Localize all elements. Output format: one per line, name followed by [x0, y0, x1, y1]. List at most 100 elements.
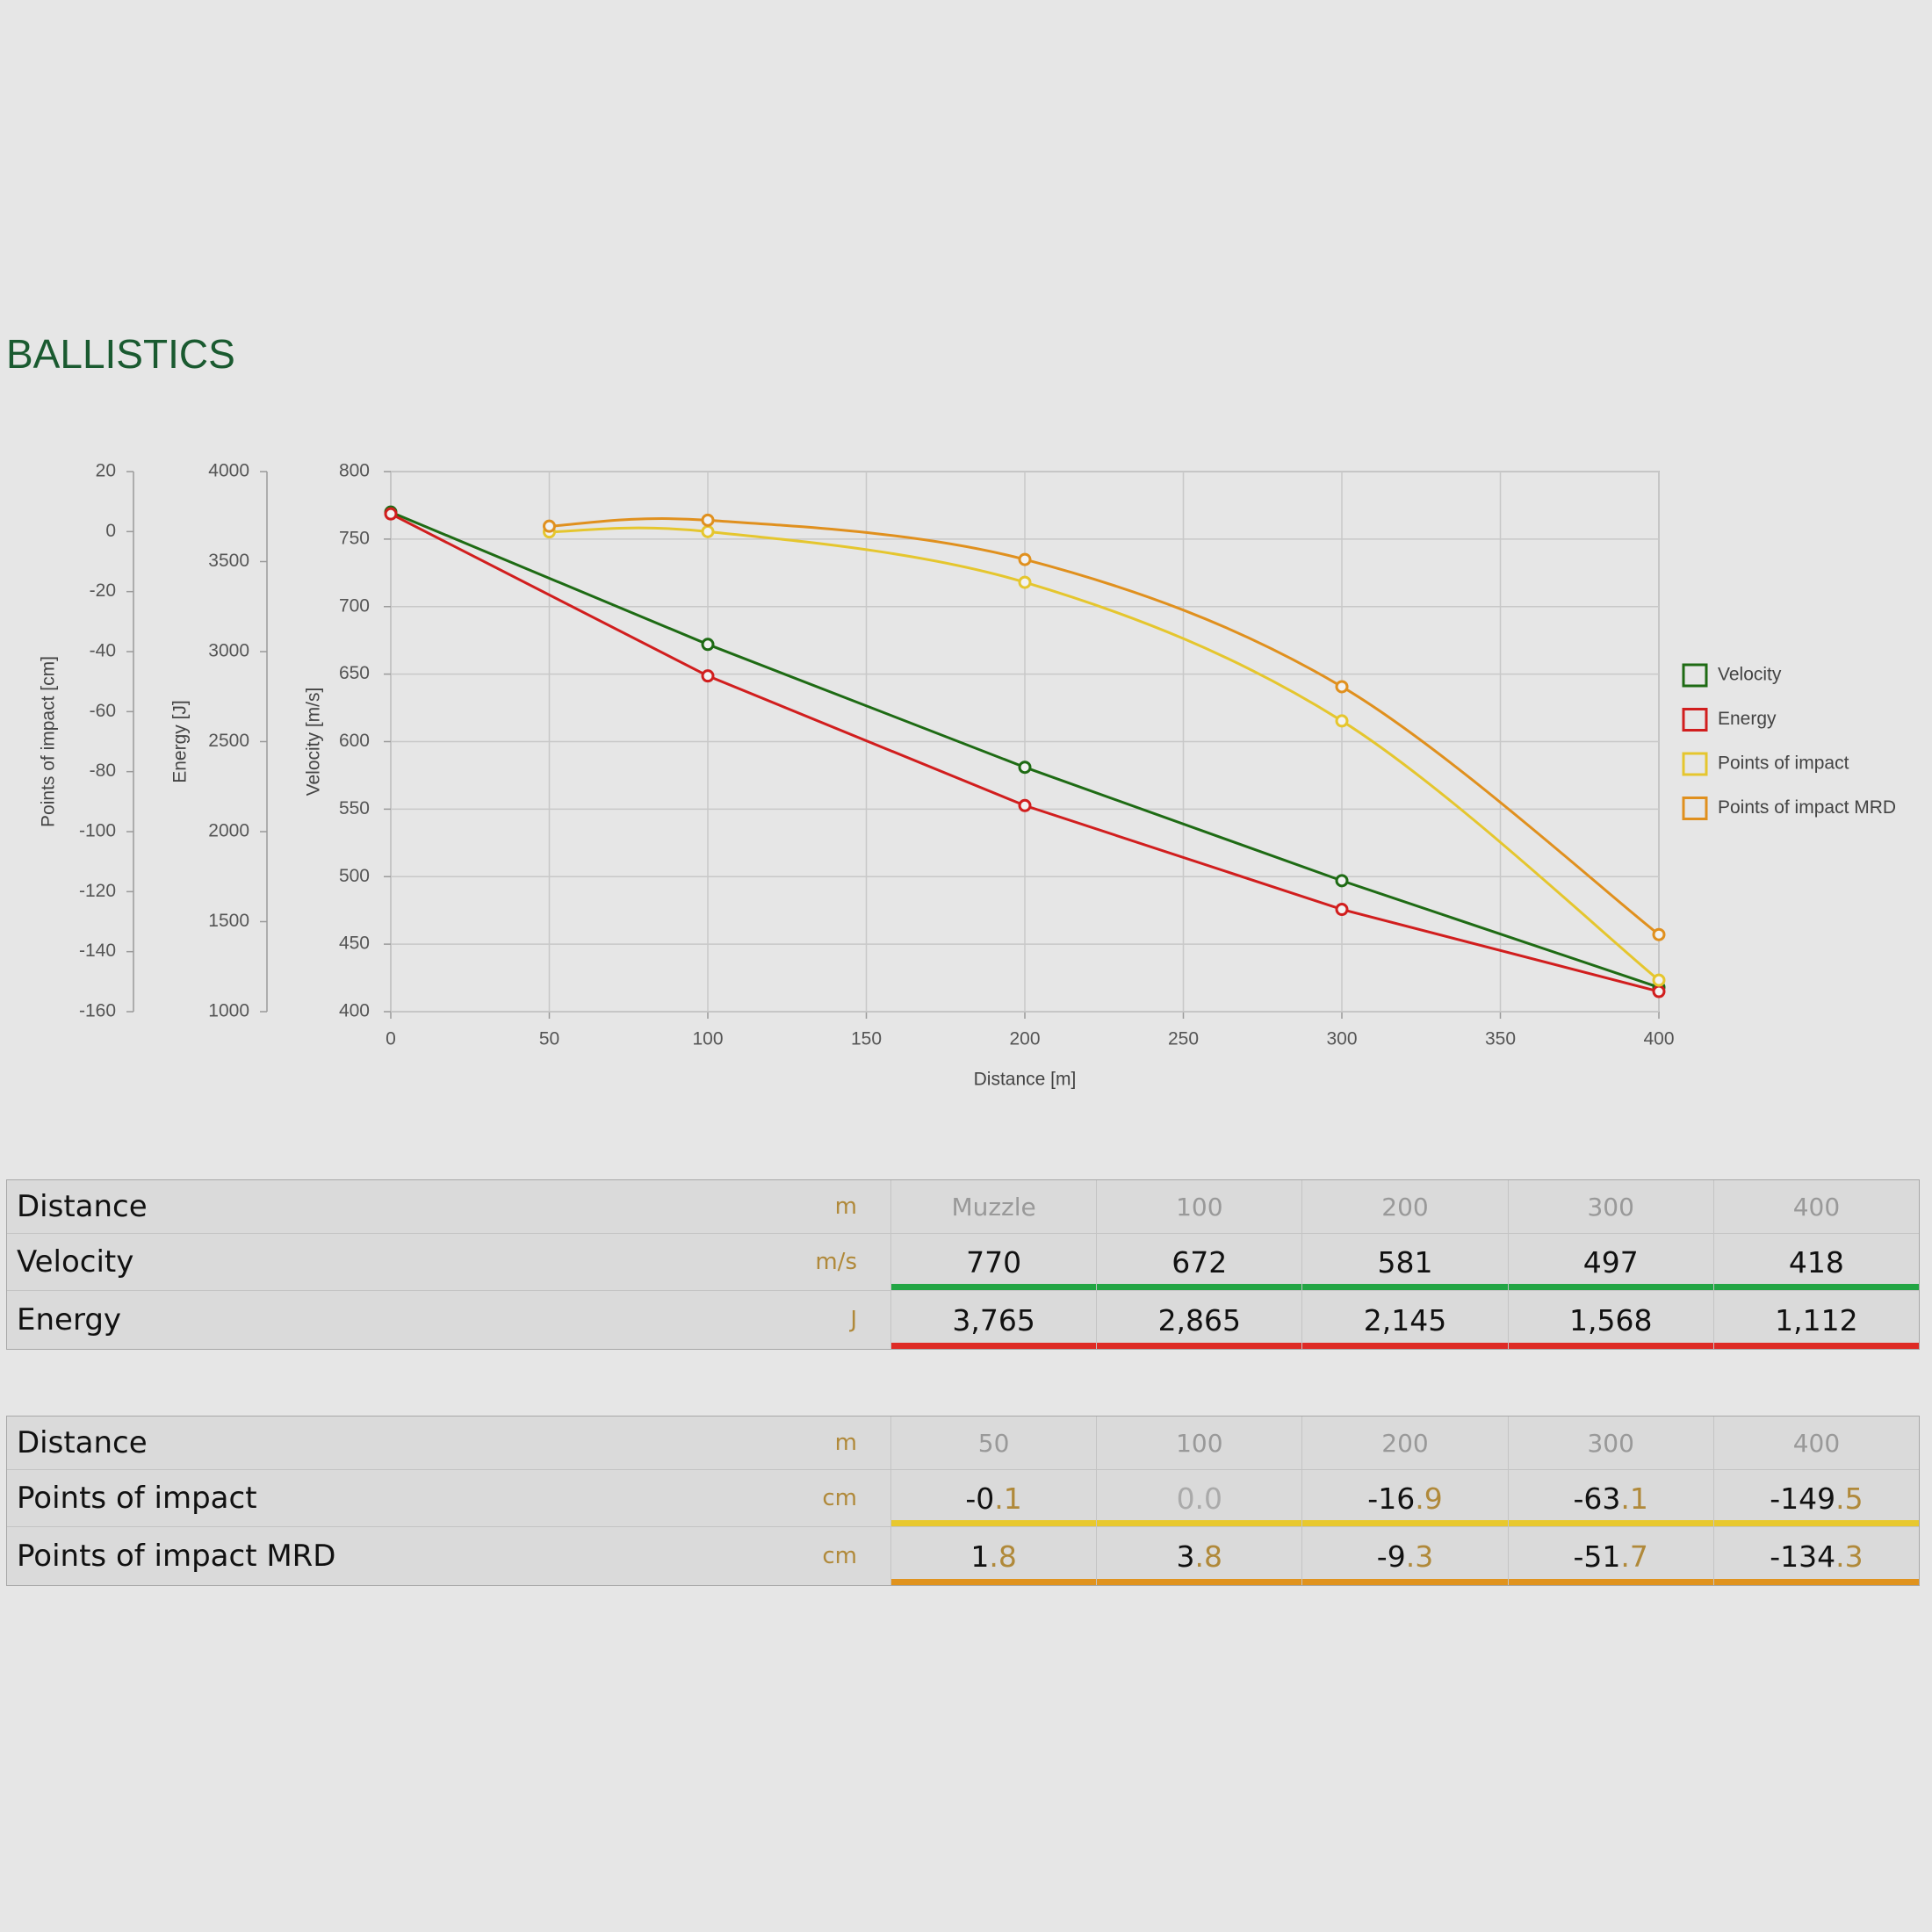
- cell-value: 200: [1381, 1192, 1429, 1222]
- y-tick-label: 2000: [208, 821, 249, 841]
- y-tick-label: 2500: [208, 731, 249, 751]
- legend-label: Velocity: [1718, 665, 1782, 685]
- row-color-bar: [1713, 1579, 1920, 1585]
- row-label: Distance: [17, 1189, 148, 1224]
- row-label: Points of impact MRD: [17, 1539, 336, 1574]
- table-cell: -63.1: [1507, 1470, 1713, 1526]
- row-color-bar: [1302, 1520, 1508, 1526]
- y-tick-label: -40: [90, 641, 116, 661]
- y-axis-title: Points of impact [cm]: [39, 656, 59, 827]
- cell-value: 100: [1176, 1192, 1223, 1222]
- row-color-bar: [1097, 1520, 1302, 1526]
- cell-value: 2,865: [1157, 1302, 1242, 1337]
- data-point: [1652, 973, 1666, 987]
- cell-value: 3.8: [1176, 1539, 1223, 1574]
- table: Distance m 50 100 200 300 400 Points of impact c…: [6, 1416, 1920, 1586]
- cell-value: -149.5: [1770, 1481, 1864, 1516]
- y-tick-label: 600: [339, 731, 370, 751]
- cell-value: 0.0: [1176, 1481, 1223, 1516]
- data-point: [1018, 761, 1032, 775]
- data-point: [701, 638, 715, 652]
- y-tick-label: 700: [339, 595, 370, 616]
- row-color-bar: [1097, 1343, 1302, 1349]
- cell-value: -0.1: [965, 1481, 1022, 1516]
- row-color-bar: [1097, 1284, 1302, 1290]
- cell-value: 1,112: [1775, 1302, 1858, 1337]
- cell-value: 400: [1792, 1192, 1841, 1222]
- x-axis-title: Distance [m]: [974, 1070, 1077, 1090]
- y-axis-title: Energy [J]: [170, 700, 191, 783]
- row-color-bar: [1508, 1284, 1713, 1290]
- x-tick-label: 200: [1009, 1029, 1040, 1049]
- row-color-bar: [1302, 1343, 1508, 1349]
- row-color-bar: [891, 1579, 1097, 1585]
- table-cell: 581: [1301, 1234, 1508, 1290]
- table-cell: 770: [890, 1234, 1097, 1290]
- header-row: Distance m 50 100 200 300 400: [7, 1417, 1919, 1470]
- x-tick-label: 400: [1643, 1029, 1674, 1049]
- cell-value: -63.1: [1573, 1481, 1648, 1516]
- data-point: [1018, 798, 1032, 812]
- data-point: [543, 519, 556, 533]
- table-cell: -9.3: [1301, 1527, 1508, 1585]
- row-color-bar: [891, 1520, 1097, 1526]
- table-row: Points of impact MRD cm 1.8 3.8 -9.3 -51.7 -13…: [7, 1527, 1920, 1585]
- table-cell: 400: [1712, 1417, 1919, 1469]
- row-unit: m: [834, 1430, 857, 1456]
- y-tick-label: -20: [90, 580, 116, 601]
- legend-swatch: [1682, 752, 1708, 776]
- header-row: Distance m Muzzle 100 200 300 400: [7, 1180, 1919, 1234]
- table-cell: 2,865: [1096, 1291, 1302, 1349]
- row-color-bar: [1713, 1520, 1920, 1526]
- table-cell: 400: [1712, 1180, 1919, 1233]
- cell-value: 418: [1788, 1244, 1844, 1280]
- row-label-cell: Points of impact MRD cm: [7, 1527, 890, 1585]
- cell-value: 50: [977, 1428, 1010, 1458]
- table-cell: 0.0: [1096, 1470, 1302, 1526]
- y-tick-label: -60: [90, 701, 116, 721]
- cell-value: -9.3: [1376, 1539, 1434, 1574]
- data-point: [1652, 927, 1666, 941]
- cell-value: -51.7: [1573, 1539, 1648, 1574]
- cell-value: 2,145: [1363, 1302, 1447, 1337]
- y-tick-label: 750: [339, 528, 370, 548]
- cell-value: 497: [1582, 1244, 1639, 1280]
- row-label-cell: Points of impact cm: [7, 1470, 890, 1526]
- x-tick-label: 250: [1168, 1029, 1199, 1049]
- row-label: Distance: [17, 1425, 148, 1460]
- data-point: [1335, 903, 1349, 917]
- table-cell: 2,145: [1301, 1291, 1508, 1349]
- table-row: Energy J 3,765 2,865 2,145 1,568 1,112: [7, 1291, 1920, 1349]
- row-color-bar: [1302, 1579, 1508, 1585]
- row-color-bar: [1097, 1579, 1302, 1585]
- y-tick-label: 0: [105, 521, 116, 541]
- row-color-bar: [1713, 1284, 1920, 1290]
- table-cell: 1,112: [1712, 1291, 1920, 1349]
- row-unit: cm: [822, 1485, 857, 1511]
- y-tick-label: -120: [79, 881, 116, 901]
- y-tick-label: 650: [339, 663, 370, 683]
- cell-value: 1.8: [970, 1539, 1017, 1574]
- y-tick-label: -100: [79, 821, 116, 841]
- cell-value: Muzzle: [951, 1192, 1036, 1222]
- cell-value: 770: [966, 1244, 1022, 1280]
- table-cell: 3,765: [890, 1291, 1097, 1349]
- data-point: [1335, 714, 1349, 728]
- y-tick-label: 3000: [208, 641, 249, 661]
- y-axis-title: Velocity [m/s]: [304, 688, 324, 797]
- y-tick-label: 550: [339, 798, 370, 818]
- row-color-bar: [891, 1284, 1097, 1290]
- x-tick-label: 0: [386, 1029, 396, 1049]
- legend-label: Energy: [1718, 709, 1777, 729]
- row-color-bar: [1508, 1579, 1713, 1585]
- table-cell: -134.3: [1712, 1527, 1920, 1585]
- table-cell: 672: [1096, 1234, 1302, 1290]
- cell-value: -134.3: [1770, 1539, 1864, 1574]
- table-cell: 300: [1507, 1417, 1713, 1469]
- table-row: Velocity m/s 770 672 581 497 418: [7, 1234, 1920, 1291]
- row-label-cell: Distance m: [7, 1417, 890, 1469]
- data-point: [701, 524, 715, 538]
- table-cell: 418: [1712, 1234, 1920, 1290]
- y-tick-label: -160: [79, 1001, 116, 1021]
- data-point: [701, 669, 715, 683]
